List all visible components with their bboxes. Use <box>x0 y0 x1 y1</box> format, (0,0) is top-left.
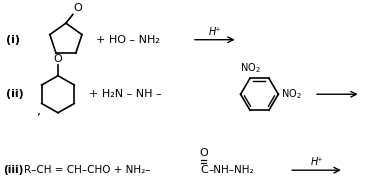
Text: O: O <box>74 3 83 14</box>
Text: + H₂N – NH –: + H₂N – NH – <box>89 89 161 99</box>
Text: NO$_2$: NO$_2$ <box>240 62 260 75</box>
Text: O: O <box>53 54 62 64</box>
Text: (ii): (ii) <box>6 89 24 99</box>
Text: H⁺: H⁺ <box>209 27 221 37</box>
Text: C: C <box>200 165 208 175</box>
Text: R–CH = CH–CHO + NH₂–: R–CH = CH–CHO + NH₂– <box>24 165 151 175</box>
Text: O: O <box>199 147 208 157</box>
Text: –NH–NH₂: –NH–NH₂ <box>209 165 254 175</box>
Text: + HO – NH₂: + HO – NH₂ <box>96 35 160 45</box>
Text: ,: , <box>37 105 41 119</box>
Text: (i): (i) <box>6 35 20 45</box>
Text: NO$_2$: NO$_2$ <box>281 87 302 101</box>
Text: (iii): (iii) <box>3 165 24 175</box>
Text: H⁺: H⁺ <box>310 157 323 167</box>
